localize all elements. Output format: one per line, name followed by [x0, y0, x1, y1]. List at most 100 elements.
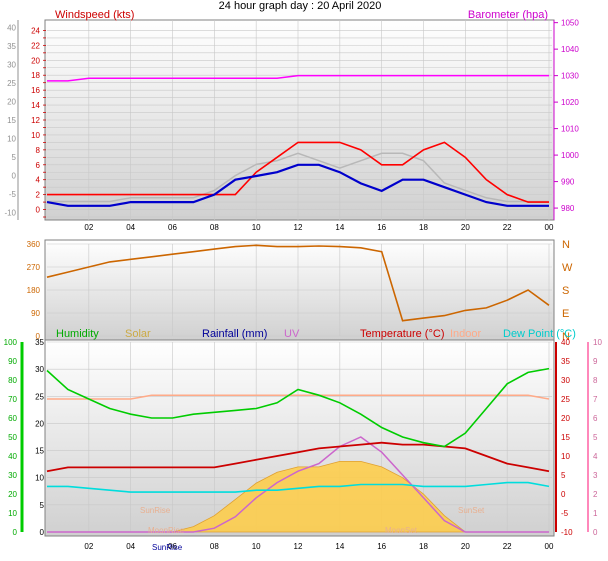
- sunrise-annotation: SunRise: [140, 506, 171, 515]
- humidity-tick-label: 80: [8, 376, 17, 385]
- barometer-tick-label: 1000: [561, 151, 579, 160]
- solar-tick-label: 0: [40, 528, 45, 537]
- sunrise-axis-annotation: SunRise: [152, 543, 183, 552]
- humidity-series: [46, 367, 550, 448]
- humidity-tick-label: 10: [8, 509, 17, 518]
- barometer-label: Barometer (hpa): [468, 9, 548, 21]
- wind-xtick-label: 18: [419, 223, 428, 232]
- wind-outer-tick-label: 5: [12, 153, 17, 162]
- temperature-tick-label: 35: [561, 357, 570, 366]
- climate-xtick-label: 16: [377, 542, 386, 551]
- wind-ytick-label: 18: [31, 71, 40, 80]
- wind-ytick-label: 8: [36, 146, 41, 155]
- wind-ytick-label: 12: [31, 116, 40, 125]
- uv-tick-label: 6: [593, 414, 598, 423]
- direction-compass-label: S: [562, 285, 569, 297]
- uv-tick-label: 5: [593, 433, 598, 442]
- uv-series: [47, 436, 549, 533]
- wind-xtick-label: 08: [210, 223, 219, 232]
- wind-xtick-label: 22: [503, 223, 512, 232]
- climate-xtick-label: 18: [419, 542, 428, 551]
- temperature-tick-label: 10: [561, 452, 570, 461]
- uv-tick-label: 3: [593, 471, 598, 480]
- temperature-tick-label: 5: [561, 471, 566, 480]
- rainfall-label: Rainfall (mm): [202, 328, 267, 340]
- humidity-tick-label: 60: [8, 414, 17, 423]
- uv-label: UV: [284, 328, 300, 340]
- humidity-tick-label: 50: [8, 433, 17, 442]
- wind-ytick-label: 0: [36, 206, 41, 215]
- direction-ytick-label: 360: [27, 240, 41, 249]
- wind-ytick-label: 16: [31, 86, 40, 95]
- wind-ytick-label: 14: [31, 101, 40, 110]
- solar-tick-label: 25: [35, 392, 44, 401]
- humidity-tick-label: 30: [8, 471, 17, 480]
- moonrise-annotation: MoonRise: [148, 526, 185, 535]
- climate-xtick-label: 00: [545, 542, 554, 551]
- wind-outer-tick-label: -5: [9, 190, 17, 199]
- wind-xtick-label: 06: [168, 223, 177, 232]
- temperature-series: [46, 441, 550, 473]
- barometer-series: [47, 74, 549, 82]
- wind-xtick-label: 04: [126, 223, 135, 232]
- uv-tick-label: 7: [593, 395, 598, 404]
- direction-ytick-label: 90: [31, 309, 40, 318]
- wind-xtick-label: 20: [461, 223, 470, 232]
- temperature-tick-label: 20: [561, 414, 570, 423]
- wind-outer-tick-label: 15: [7, 116, 16, 125]
- solar-tick-label: 35: [35, 338, 44, 347]
- uv-tick-label: 9: [593, 357, 598, 366]
- direction-ytick-label: 0: [36, 332, 41, 341]
- climate-xtick-label: 20: [461, 542, 470, 551]
- temperature-tick-label: -10: [561, 528, 573, 537]
- wind-ytick-label: 24: [31, 26, 40, 35]
- uv-tick-label: 8: [593, 376, 598, 385]
- wind-ytick-label: 22: [31, 41, 40, 50]
- direction-ytick-label: 180: [27, 286, 41, 295]
- climate-xtick-label: 04: [126, 542, 135, 551]
- uv-tick-label: 10: [593, 338, 602, 347]
- solar-tick-label: 20: [35, 419, 44, 428]
- humidity-tick-label: 90: [8, 357, 17, 366]
- solar-tick-label: 10: [35, 474, 44, 483]
- humidity-tick-label: 20: [8, 490, 17, 499]
- barometer-tick-label: 1050: [561, 19, 579, 28]
- climate-xtick-label: 06: [168, 542, 177, 551]
- wind-outer-gust-series: [47, 152, 549, 203]
- barometer-tick-label: 990: [561, 178, 575, 187]
- direction-ytick-label: 270: [27, 263, 41, 272]
- barometer-tick-label: 1030: [561, 72, 579, 81]
- page-title: 24 hour graph day : 20 April 2020: [219, 0, 382, 12]
- climate-xtick-label: 22: [503, 542, 512, 551]
- wind-outer-tick-label: 10: [7, 135, 16, 144]
- climate-xtick-label: 08: [210, 542, 219, 551]
- indoor-label: Indoor: [450, 328, 482, 340]
- humidity-tick-label: 70: [8, 395, 17, 404]
- temperature-tick-label: 15: [561, 433, 570, 442]
- wind-outer-tick-label: 20: [7, 97, 16, 106]
- wind-ytick-label: 6: [36, 161, 41, 170]
- direction-compass-label: N: [562, 331, 570, 343]
- direction-compass-label: E: [562, 308, 569, 320]
- direction-compass-label: N: [562, 239, 570, 251]
- humidity-tick-label: 0: [13, 528, 18, 537]
- moonset-annotation: MoonSet: [385, 526, 418, 535]
- sunset-annotation: SunSet: [458, 506, 485, 515]
- uv-tick-label: 0: [593, 528, 598, 537]
- wind-xtick-label: 12: [294, 223, 303, 232]
- wind-outer-tick-label: -10: [4, 209, 16, 218]
- solar-tick-label: 30: [35, 365, 44, 374]
- direction-series: [46, 244, 550, 322]
- wind-ytick-label: 20: [31, 56, 40, 65]
- humidity-tick-label: 100: [4, 338, 18, 347]
- temperature-label: Temperature (°C): [360, 328, 444, 340]
- wind-xtick-label: 14: [335, 223, 344, 232]
- wind-average-series: [46, 163, 549, 207]
- indoor-series: [47, 394, 550, 400]
- temperature-tick-label: 0: [561, 490, 566, 499]
- temperature-tick-label: 25: [561, 395, 570, 404]
